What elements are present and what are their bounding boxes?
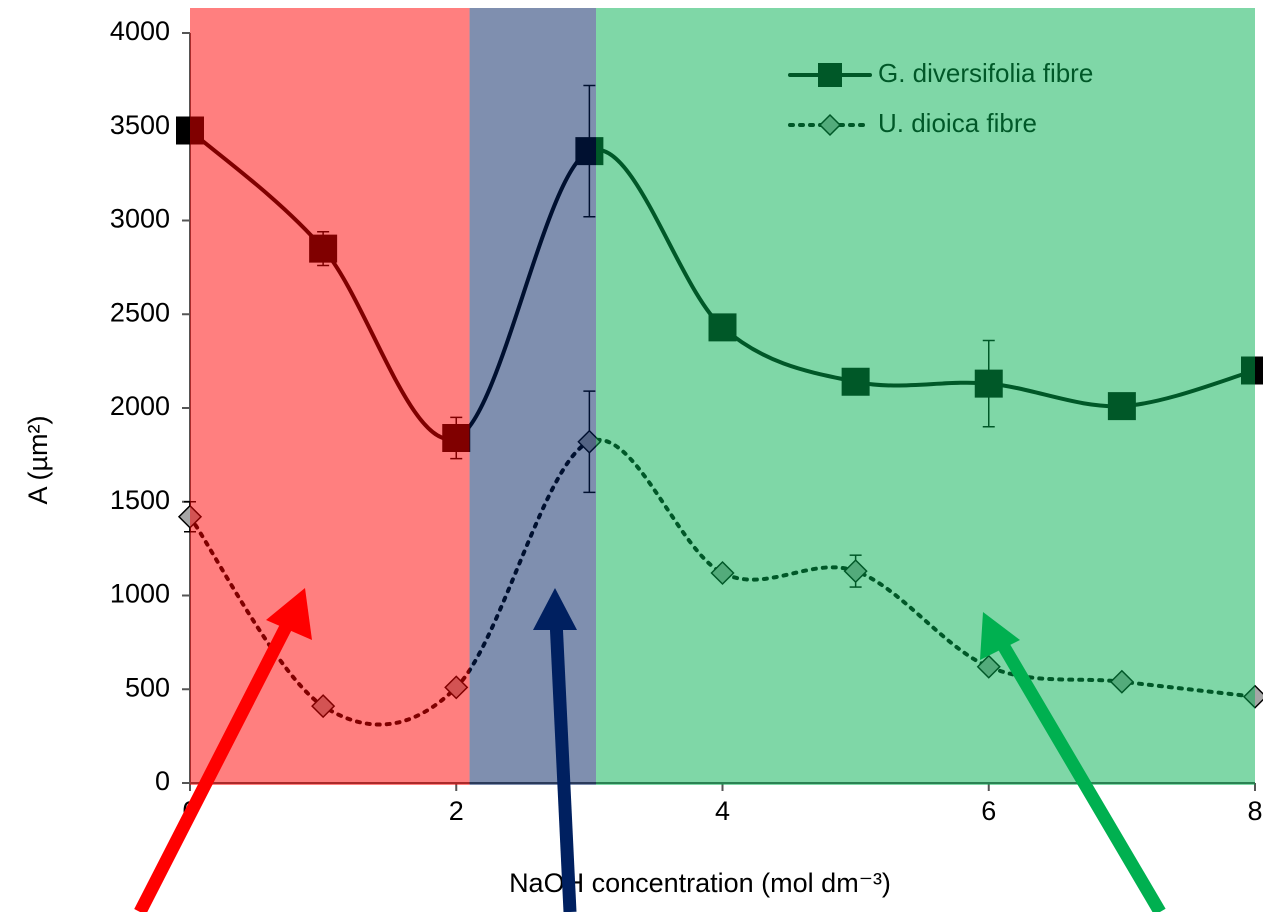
y-tick-label: 1500 [110,485,170,515]
regions [190,8,1255,785]
x-tick-label: 4 [715,796,730,826]
region [190,8,470,785]
y-tick-label: 2500 [110,297,170,327]
chart: 0500100015002000250030003500400002468G. … [0,0,1263,912]
y-tick-label: 3500 [110,110,170,140]
y-tick-label: 2000 [110,391,170,421]
y-tick-label: 4000 [110,16,170,46]
y-tick-label: 3000 [110,204,170,234]
region [470,8,596,785]
region [596,8,1255,785]
y-tick-label: 0 [155,766,170,796]
y-axis-title: A (µm²) [23,415,53,504]
x-tick-label: 2 [449,796,464,826]
x-tick-label: 8 [1247,796,1262,826]
y-tick-label: 1000 [110,579,170,609]
y-tick-label: 500 [125,672,170,702]
x-tick-label: 6 [981,796,996,826]
